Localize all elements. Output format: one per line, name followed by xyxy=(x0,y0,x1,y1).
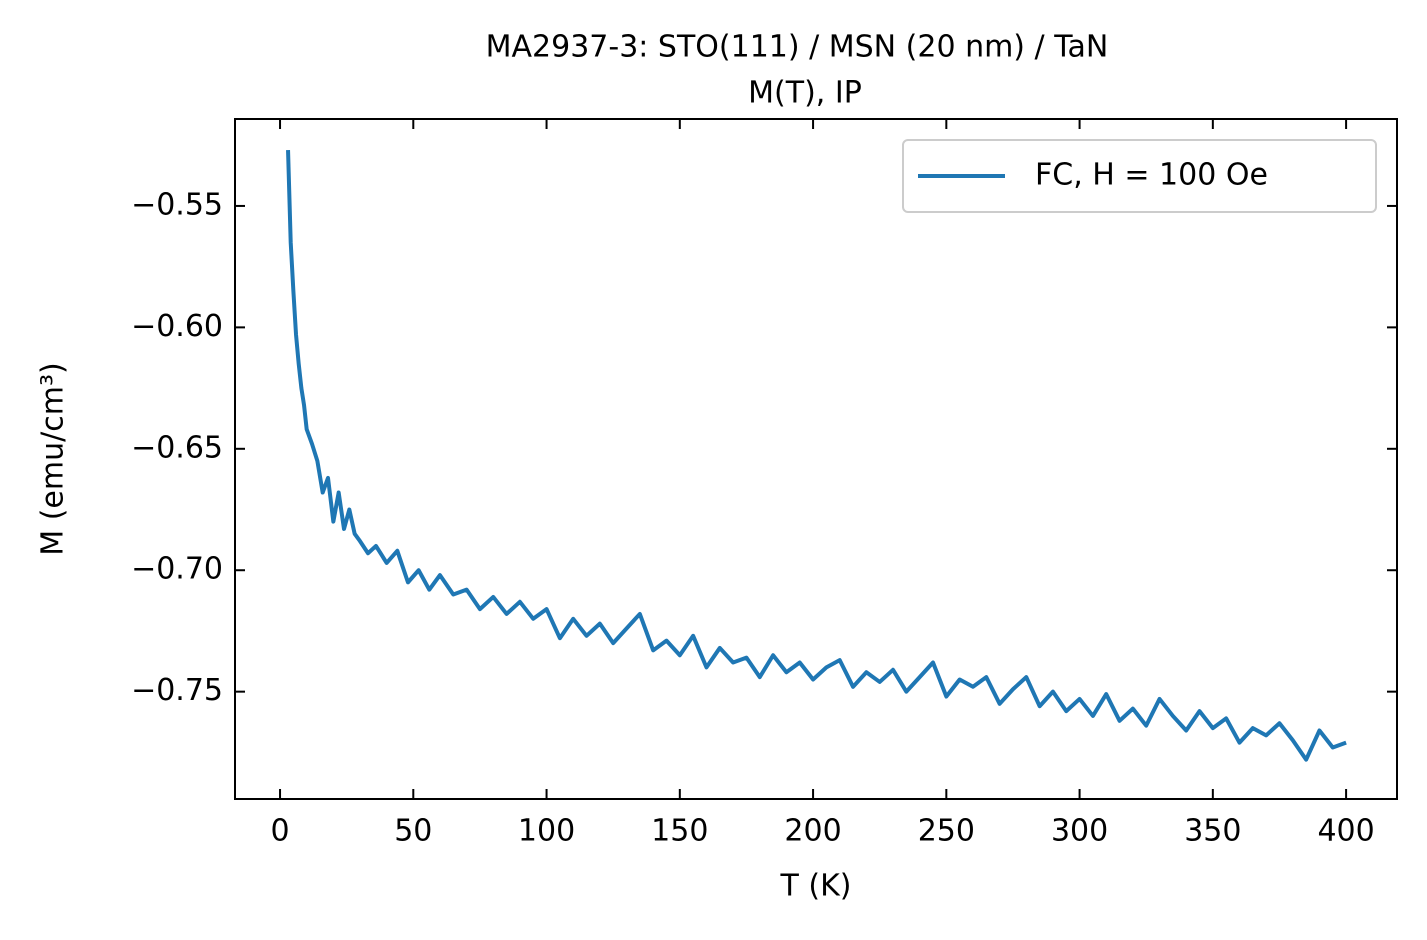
y-axis-label: M (emu/cm³) xyxy=(36,362,71,555)
x-tick-label: 400 xyxy=(1317,814,1374,849)
x-tick-label: 350 xyxy=(1184,814,1241,849)
plot-frame xyxy=(234,118,1398,800)
legend-label: FC, H = 100 Oe xyxy=(1035,158,1268,193)
x-tick-label: 250 xyxy=(918,814,975,849)
y-tick-label: −0.60 xyxy=(131,309,223,344)
x-tick-label: 200 xyxy=(784,814,841,849)
x-tick-label: 150 xyxy=(651,814,708,849)
x-tick-label: 50 xyxy=(394,814,432,849)
x-tick-label: 100 xyxy=(518,814,575,849)
x-tick-label: 300 xyxy=(1051,814,1108,849)
y-tick-label: −0.75 xyxy=(131,673,223,708)
x-tick-label: 0 xyxy=(270,814,289,849)
data-line xyxy=(286,150,1347,762)
y-tick-label: −0.55 xyxy=(131,187,223,222)
y-tick-label: −0.65 xyxy=(131,430,223,465)
chart-subtitle: M(T), IP xyxy=(748,76,862,111)
chart-title: MA2937-3: STO(111) / MSN (20 nm) / TaN xyxy=(486,30,1109,65)
x-axis-label: T (K) xyxy=(780,869,852,904)
legend-box xyxy=(902,139,1377,213)
y-tick-label: −0.70 xyxy=(131,552,223,587)
